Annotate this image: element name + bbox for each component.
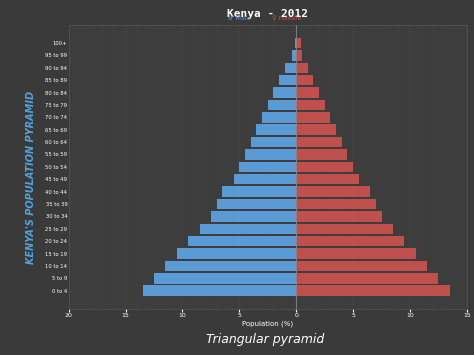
Bar xyxy=(296,285,450,296)
Bar xyxy=(296,224,393,234)
Bar xyxy=(296,137,342,147)
Bar xyxy=(279,75,296,86)
Bar xyxy=(296,62,308,73)
Bar xyxy=(165,261,296,271)
Bar xyxy=(296,186,370,197)
Bar xyxy=(285,62,296,73)
Bar xyxy=(292,50,296,61)
Bar xyxy=(294,38,296,48)
Bar xyxy=(296,87,319,98)
Bar xyxy=(296,236,404,246)
Text: Triangular pyramid: Triangular pyramid xyxy=(206,333,325,345)
Bar xyxy=(143,285,296,296)
Text: ♀ Female: ♀ Female xyxy=(272,16,301,21)
Bar xyxy=(296,125,336,135)
Bar xyxy=(262,112,296,122)
Text: ♂ Male: ♂ Male xyxy=(228,16,251,21)
Bar xyxy=(239,162,296,172)
Bar xyxy=(296,149,347,160)
Bar xyxy=(234,174,296,185)
Bar xyxy=(268,100,296,110)
Text: Kenya - 2012: Kenya - 2012 xyxy=(228,9,308,19)
Bar xyxy=(296,248,416,259)
Bar xyxy=(211,211,296,222)
Bar xyxy=(154,273,296,284)
Bar xyxy=(217,199,296,209)
Bar xyxy=(256,125,296,135)
Bar xyxy=(222,186,296,197)
Bar xyxy=(296,273,438,284)
X-axis label: Population (%): Population (%) xyxy=(242,321,293,327)
Bar xyxy=(296,211,382,222)
Bar xyxy=(188,236,296,246)
Bar xyxy=(177,248,296,259)
Bar xyxy=(296,50,302,61)
Text: KENYA'S POPULATION PYRAMID: KENYA'S POPULATION PYRAMID xyxy=(26,91,36,264)
Bar xyxy=(296,261,427,271)
Bar xyxy=(296,38,301,48)
Bar xyxy=(245,149,296,160)
Bar xyxy=(296,162,353,172)
Bar xyxy=(273,87,296,98)
Bar xyxy=(296,199,376,209)
Bar xyxy=(296,75,313,86)
Bar xyxy=(296,100,325,110)
Bar xyxy=(251,137,296,147)
Bar xyxy=(296,112,330,122)
Bar xyxy=(296,174,359,185)
Bar xyxy=(200,224,296,234)
